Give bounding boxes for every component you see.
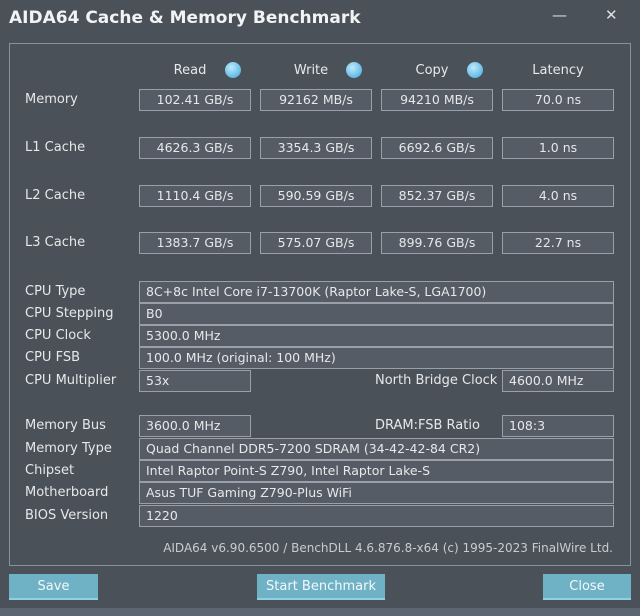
cpu-type-label: CPU Type (25, 284, 86, 299)
motherboard-label: Motherboard (25, 485, 109, 500)
cpu-clock-field: 5300.0 MHz (139, 325, 614, 347)
row-label: L1 Cache (25, 140, 86, 155)
row-label: L3 Cache (25, 235, 86, 250)
bios-version-field: 1220 (139, 505, 614, 527)
column-header-read: Read (173, 63, 207, 78)
cpu-stepping-field: B0 (139, 303, 614, 325)
close-window-button[interactable]: ✕ (605, 6, 618, 24)
info-bubble-icon[interactable] (346, 62, 362, 78)
chipset-field: Intel Raptor Point-S Z790, Intel Raptor … (139, 460, 614, 482)
result-field-read: 4626.3 GB/s (139, 137, 251, 159)
benchmark-panel (9, 43, 631, 566)
result-field-write: 575.07 GB/s (260, 232, 372, 254)
close-button[interactable]: Close (543, 574, 631, 600)
result-field-write: 92162 MB/s (260, 89, 372, 111)
column-header-latency: Latency (532, 63, 584, 78)
result-field-latency: 70.0 ns (502, 89, 614, 111)
cpu-fsb-label: CPU FSB (25, 350, 80, 365)
dram-fsb-ratio-field: 108:3 (502, 415, 614, 437)
window-title: AIDA64 Cache & Memory Benchmark (9, 8, 361, 28)
nb-clock-field: 4600.0 MHz (502, 370, 614, 392)
result-field-copy: 899.76 GB/s (381, 232, 493, 254)
result-field-read: 1110.4 GB/s (139, 185, 251, 207)
result-field-copy: 6692.6 GB/s (381, 137, 493, 159)
cpu-multiplier-field: 53x (139, 370, 251, 392)
taskbar-strip (0, 608, 640, 616)
info-bubble-icon[interactable] (225, 62, 241, 78)
cpu-multiplier-label: CPU Multiplier (25, 373, 117, 388)
result-field-read: 1383.7 GB/s (139, 232, 251, 254)
save-button[interactable]: Save (9, 574, 98, 600)
memory-bus-label: Memory Bus (25, 418, 106, 433)
version-footer: AIDA64 v6.90.6500 / BenchDLL 4.6.876.8-x… (163, 541, 613, 555)
nb-clock-label: North Bridge Clock (375, 373, 498, 388)
motherboard-field: Asus TUF Gaming Z790-Plus WiFi (139, 482, 614, 504)
memory-bus-field: 3600.0 MHz (139, 415, 251, 437)
start-benchmark-button[interactable]: Start Benchmark (257, 574, 385, 600)
bios-version-label: BIOS Version (25, 508, 109, 523)
result-field-latency: 1.0 ns (502, 137, 614, 159)
cpu-stepping-label: CPU Stepping (25, 306, 114, 321)
result-field-latency: 4.0 ns (502, 185, 614, 207)
result-field-copy: 94210 MB/s (381, 89, 493, 111)
info-bubble-icon[interactable] (467, 62, 483, 78)
result-field-write: 590.59 GB/s (260, 185, 372, 207)
cpu-type-field: 8C+8c Intel Core i7-13700K (Raptor Lake-… (139, 281, 614, 303)
cpu-fsb-field: 100.0 MHz (original: 100 MHz) (139, 347, 614, 369)
dram-fsb-ratio-label: DRAM:FSB Ratio (375, 418, 480, 433)
result-field-write: 3354.3 GB/s (260, 137, 372, 159)
row-label: L2 Cache (25, 188, 86, 203)
result-field-read: 102.41 GB/s (139, 89, 251, 111)
memory-type-label: Memory Type (25, 441, 112, 456)
result-field-latency: 22.7 ns (502, 232, 614, 254)
cpu-clock-label: CPU Clock (25, 328, 91, 343)
minimize-button[interactable]: — (552, 6, 567, 24)
column-header-copy: Copy (415, 63, 449, 78)
result-field-copy: 852.37 GB/s (381, 185, 493, 207)
memory-type-field: Quad Channel DDR5-7200 SDRAM (34-42-42-8… (139, 438, 614, 460)
chipset-label: Chipset (25, 463, 75, 478)
row-label: Memory (25, 92, 78, 107)
column-header-write: Write (293, 63, 329, 78)
